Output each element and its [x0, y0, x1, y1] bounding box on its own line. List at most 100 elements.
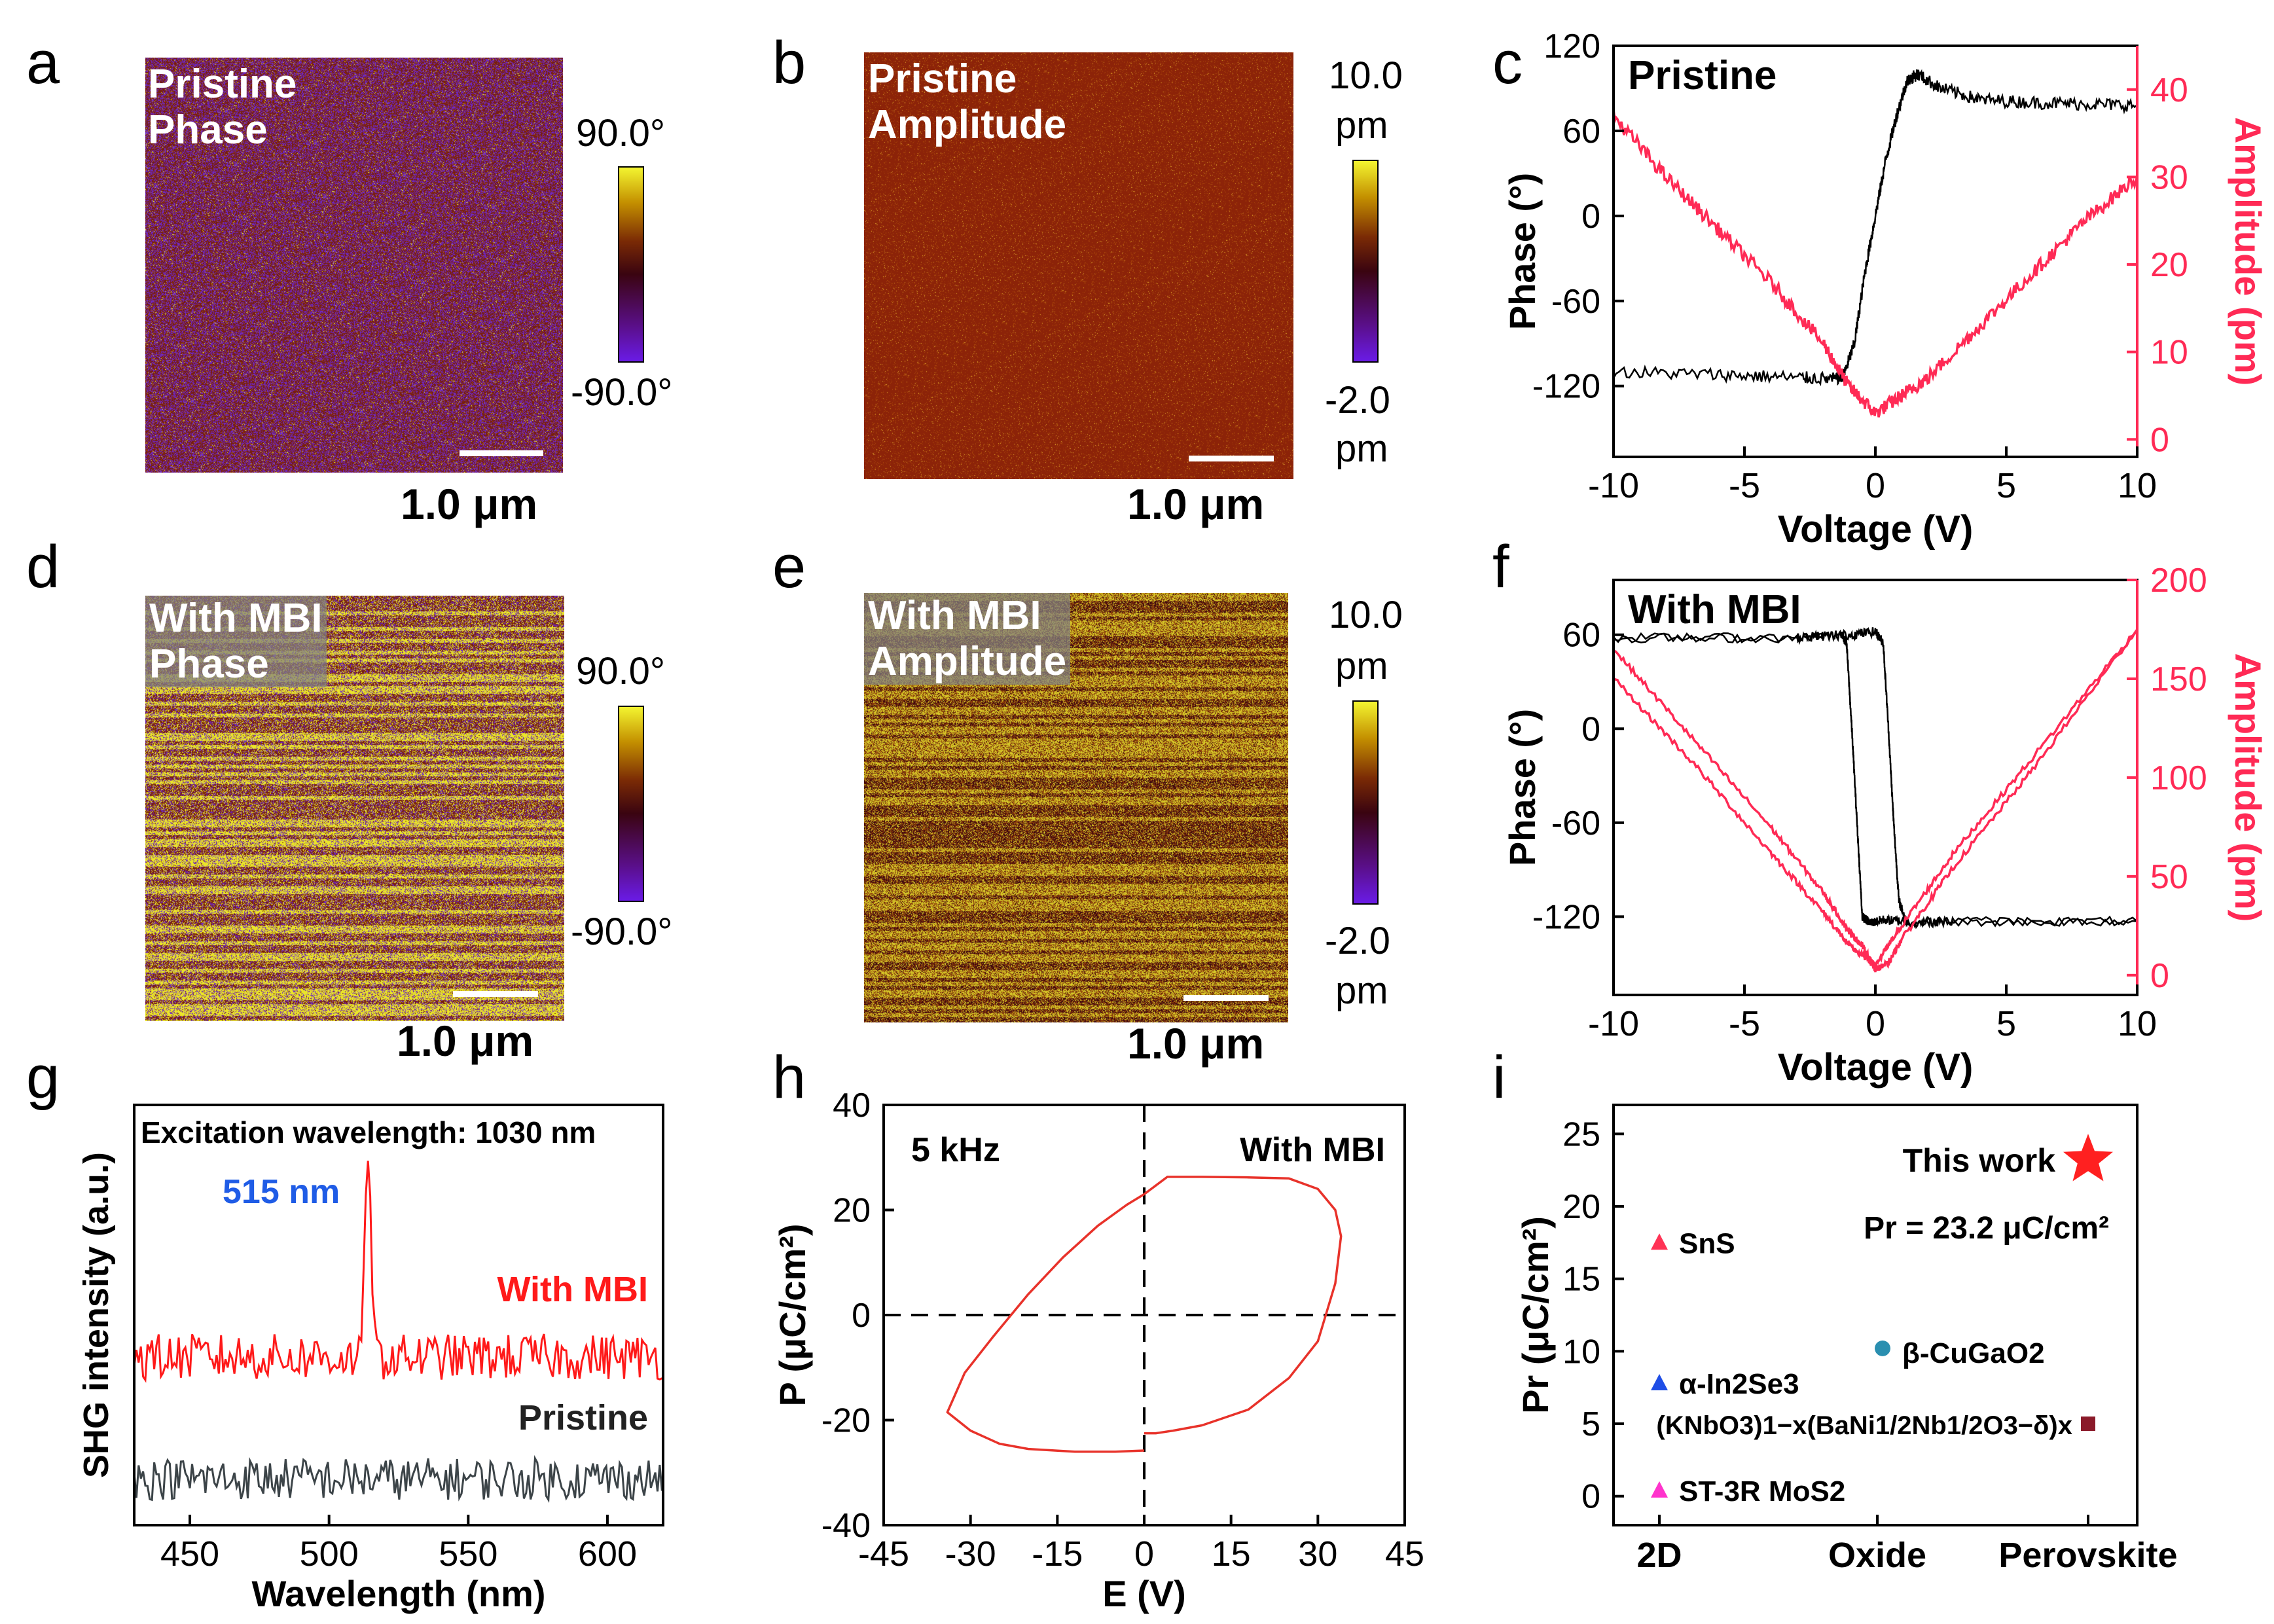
inset-title-c: Pristine: [1628, 53, 1777, 98]
colorbar-a-bottom: -90.0°: [571, 371, 673, 414]
x-axis-label-h: E (V): [1102, 1573, 1186, 1614]
scale-bar-e: [1183, 995, 1269, 1001]
scale-bar-d: [453, 991, 538, 997]
y-tick-label-i: 15: [1562, 1261, 1600, 1299]
panel-letter-e: e: [772, 533, 806, 600]
y-tick-label-f-r: 150: [2150, 660, 2207, 698]
series-line-g-1: [133, 1454, 663, 1504]
x-axis-label-f: Voltage (V): [1778, 1046, 1974, 1089]
x-tick-label-f: 0: [1866, 1004, 1885, 1043]
y-tick-label-i: 20: [1562, 1188, 1600, 1226]
colorbar-e-top1: 10.0: [1329, 594, 1403, 636]
y-tick-label-c-r: 10: [2150, 334, 2188, 372]
y-tick-label-c-r: 20: [2150, 246, 2188, 284]
legend-label-g-0: With MBI: [497, 1270, 648, 1309]
y-tick-label-f: -120: [1532, 898, 1600, 936]
x-tick-label-c: 10: [2118, 466, 2157, 505]
x-tick-label-f: -10: [1588, 1004, 1639, 1043]
y-tick-label-f: -60: [1551, 804, 1600, 842]
x-tick-label-g: 550: [439, 1534, 497, 1574]
panel-letter-g: g: [26, 1044, 60, 1111]
afm-label-a-line1: Pristine: [148, 62, 297, 107]
series-line-c-0: [1612, 69, 2138, 386]
panel-letter-b: b: [772, 29, 806, 96]
loop-segment-h-1: [946, 1193, 1145, 1453]
afm-label-d-line2: Phase: [149, 641, 269, 687]
y-tick-label-h: -40: [821, 1507, 871, 1545]
afm-image-pristine-phase: Pristine Phase: [145, 58, 563, 473]
colorbar-e: [1352, 700, 1379, 905]
y-tick-label-c-r: 0: [2150, 421, 2169, 459]
colorbar-b-top2: pm: [1335, 104, 1388, 147]
y-axis-label-f: Phase (°): [1502, 709, 1543, 866]
afm-label-a-line2: Phase: [148, 107, 268, 153]
colorbar-b: [1352, 160, 1379, 363]
inset-title-f: With MBI: [1628, 587, 1801, 632]
category-label-i: 2D: [1636, 1536, 1682, 1575]
scale-bar-b: [1189, 456, 1274, 461]
afm-label-b-line1: Pristine: [868, 56, 1017, 101]
legend-label-g-1: Pristine: [518, 1398, 648, 1437]
y-tick-label-c: 60: [1562, 113, 1600, 151]
x-tick-label-h: -15: [1032, 1534, 1083, 1574]
afm-image-pristine-amplitude: Pristine Amplitude: [864, 52, 1293, 479]
x-tick-label-h: -45: [858, 1534, 909, 1574]
x-tick-label-h: 0: [1134, 1534, 1154, 1574]
x-tick-label-h: 45: [1385, 1534, 1424, 1574]
scale-text-b: 1.0 μm: [1127, 480, 1265, 528]
annotation-top-g: Excitation wavelength: 1030 nm: [141, 1115, 596, 1149]
colorbar-e-bottom2: pm: [1335, 969, 1388, 1012]
y-tick-label-f-r: 0: [2150, 957, 2169, 995]
afm-label-b: Pristine Amplitude: [868, 56, 1066, 148]
y-tick-label-f-r: 200: [2150, 562, 2207, 600]
loop-segment-h-0: [1143, 1176, 1343, 1435]
series-line-f-1: [1613, 627, 2138, 929]
afm-label-e: With MBI Amplitude: [864, 593, 1071, 685]
x-tick-label-g: 600: [578, 1534, 637, 1574]
y-tick-label-f-r: 100: [2150, 759, 2207, 797]
x-tick-label-c: -5: [1729, 466, 1760, 505]
x-tick-label-c: 0: [1866, 466, 1885, 505]
y-tick-label-f: 0: [1581, 710, 1600, 748]
y-tick-label-c: -60: [1551, 283, 1600, 321]
point-label-i-0: SnS: [1679, 1227, 1735, 1259]
x-axis-label-c: Voltage (V): [1778, 508, 1974, 550]
y-tick-label-c-r: 40: [2150, 71, 2188, 109]
afm-label-a: Pristine Phase: [148, 62, 297, 153]
y-axis-label-h: P (μC/cm²): [772, 1223, 813, 1406]
colorbar-a: [618, 166, 644, 363]
point-label-i-1: α-In2Se3: [1679, 1368, 1799, 1400]
colorbar-d-bottom: -90.0°: [571, 911, 673, 953]
point-label-i-4: (KNbO3)1−x(BaNi1/2Nb1/2O3−δ)x: [1656, 1411, 2072, 1440]
colorbar-d: [618, 706, 644, 902]
afm-label-e-line2: Amplitude: [868, 639, 1067, 684]
series-line-f-3: [1613, 628, 2139, 973]
colorbar-e-bottom1: -2.0: [1325, 920, 1390, 962]
y-tick-label-h: 40: [833, 1087, 871, 1125]
y-tick-label-f-r: 50: [2150, 858, 2188, 896]
category-label-i: Perovskite: [1998, 1536, 2177, 1575]
y2-axis-label-f: Amplitude (pm): [2228, 653, 2269, 922]
x-tick-label-h: 30: [1298, 1534, 1337, 1574]
x-tick-label-h: -30: [945, 1534, 996, 1574]
point-label-i-2: ST-3R MoS2: [1679, 1475, 1845, 1507]
y-tick-label-h: -20: [821, 1402, 871, 1440]
colorbar-b-bottom2: pm: [1335, 427, 1388, 470]
series-line-f-2: [1613, 628, 2139, 970]
x-tick-label-g: 500: [300, 1534, 359, 1574]
y-tick-label-i: 25: [1562, 1115, 1600, 1153]
afm-label-e-line1: With MBI: [868, 593, 1041, 638]
scale-text-d: 1.0 μm: [397, 1017, 534, 1065]
marker-i-4: [2081, 1416, 2095, 1432]
panel-letter-c: c: [1492, 29, 1523, 96]
scale-text-e: 1.0 μm: [1127, 1019, 1265, 1068]
marker-i-2: [1651, 1481, 1668, 1498]
x-tick-label-c: -10: [1588, 466, 1639, 505]
marker-i-0: [1651, 1233, 1668, 1250]
y-tick-label-c: -120: [1532, 368, 1600, 406]
label-right-h: With MBI: [1240, 1131, 1385, 1169]
